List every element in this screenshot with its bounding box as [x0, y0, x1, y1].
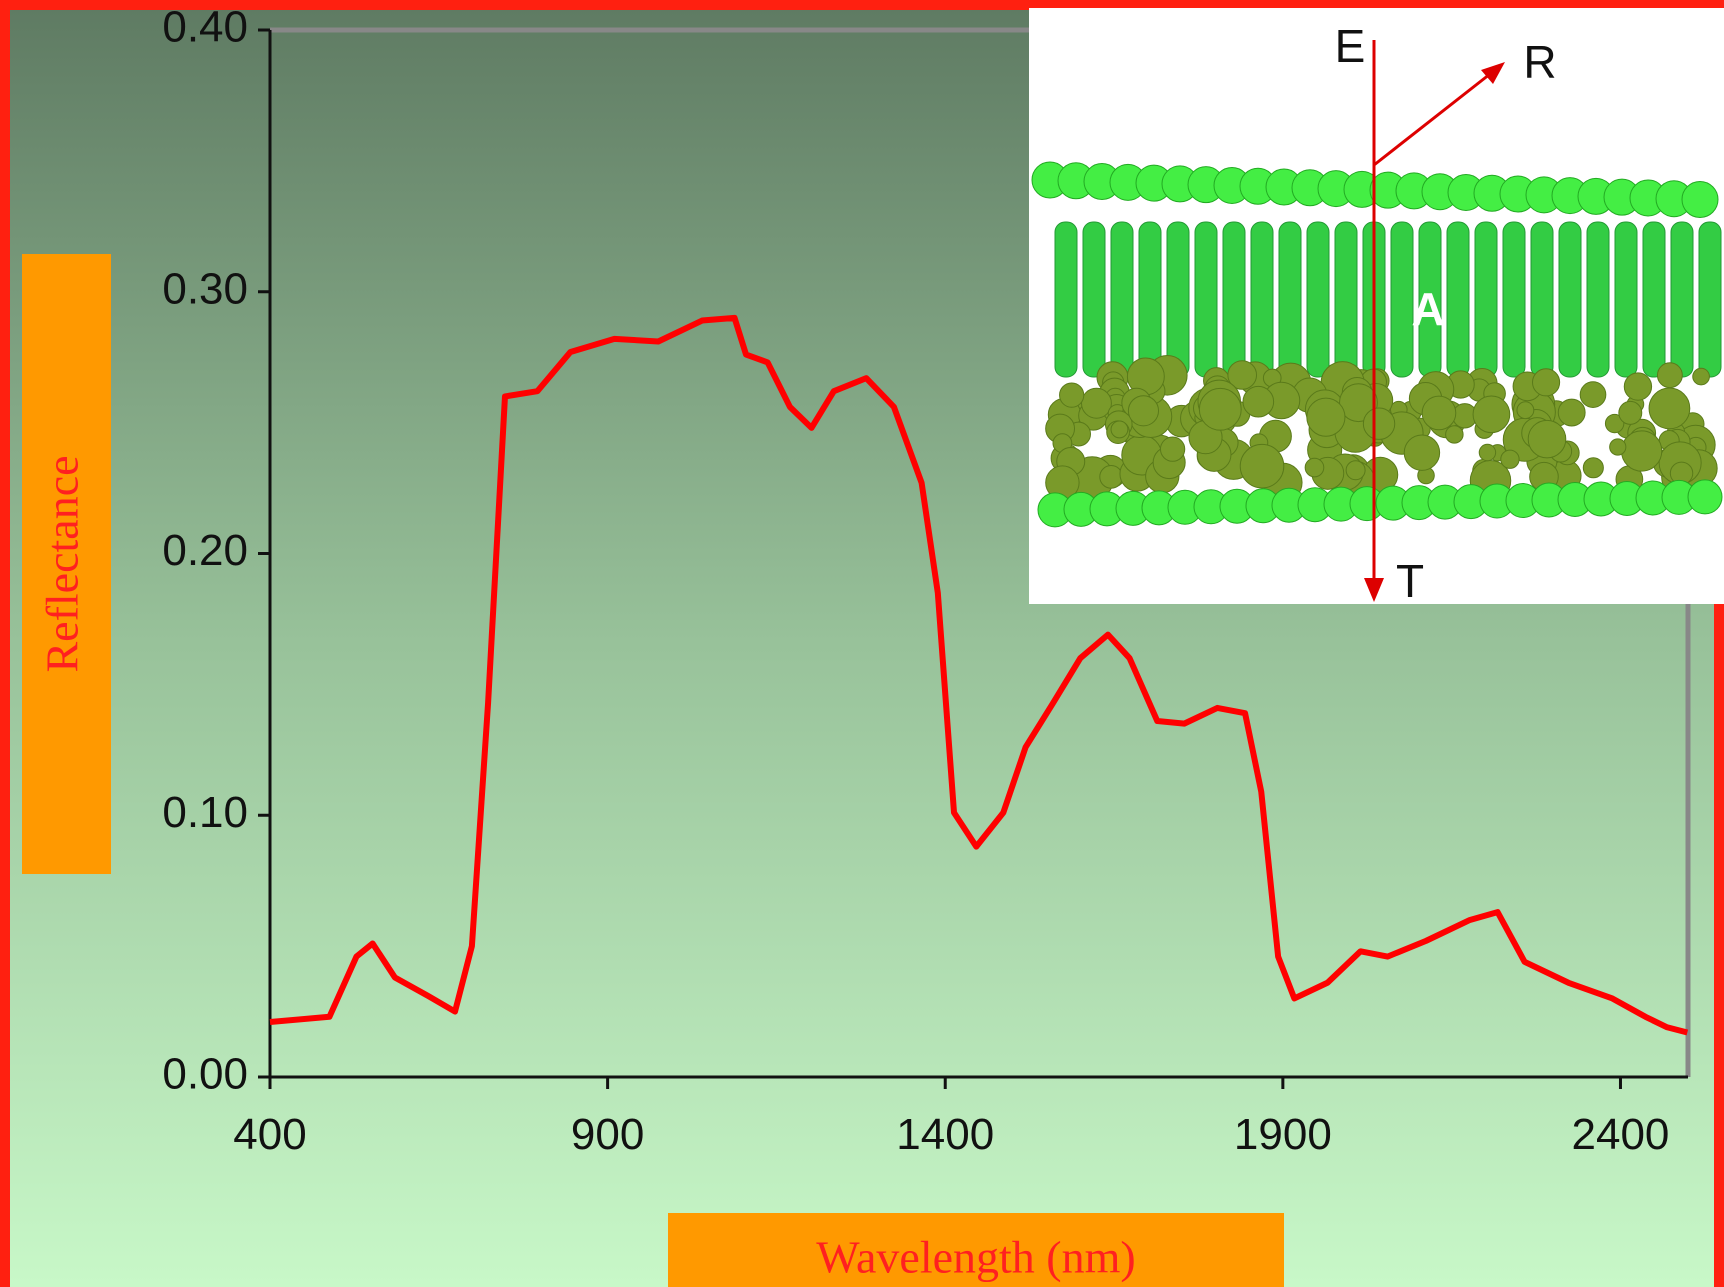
spongy-cell	[1346, 461, 1365, 480]
spongy-cell	[1693, 368, 1710, 385]
palisade-cell	[1083, 222, 1105, 377]
spongy-cell	[1517, 402, 1534, 419]
palisade-cell	[1671, 222, 1693, 377]
spongy-cell	[1473, 396, 1510, 433]
diagram-label: E	[1335, 20, 1366, 72]
spongy-cell	[1363, 408, 1394, 439]
spongy-cell	[1558, 399, 1585, 426]
spongy-cell	[1100, 466, 1123, 489]
spongy-cell	[1610, 439, 1626, 455]
spongy-cell	[1619, 401, 1642, 424]
palisade-cell	[1055, 222, 1077, 377]
y-tick-label: 0.10	[162, 788, 248, 837]
spongy-cell	[1060, 383, 1084, 407]
x-tick-label: 900	[571, 1110, 644, 1159]
palisade-cell	[1139, 222, 1161, 377]
palisade-cell	[1559, 222, 1581, 377]
spongy-cell	[1128, 396, 1158, 426]
cell	[1682, 182, 1718, 218]
palisade-cell	[1699, 222, 1721, 377]
spongy-cell	[1240, 444, 1284, 488]
x-tick-label: 1400	[896, 1110, 994, 1159]
spongy-cell	[1446, 426, 1463, 443]
diagram-label: A	[1411, 283, 1444, 335]
cell	[1688, 480, 1722, 514]
spongy-cell	[1580, 382, 1606, 408]
palisade-cell	[1111, 222, 1133, 377]
palisade-cell	[1335, 222, 1357, 377]
palisade-cell	[1195, 222, 1217, 377]
diagram-label: R	[1523, 36, 1556, 88]
palisade-cell	[1447, 222, 1469, 377]
spongy-cell	[1305, 458, 1324, 477]
spongy-cell	[1160, 437, 1184, 461]
leaf-diagram: E R T A	[1029, 8, 1724, 607]
spongy-cell	[1479, 444, 1495, 460]
spongy-cell	[1621, 431, 1661, 471]
spongy-cell	[1583, 458, 1603, 478]
page: Reflectance Wavelength (nm) 0.00 0.10 0.20…	[0, 0, 1724, 1287]
spongy-cell	[1307, 398, 1345, 436]
palisade-cell	[1167, 222, 1189, 377]
y-tick-label: 0.30	[162, 264, 248, 313]
x-tick-label: 400	[233, 1110, 306, 1159]
palisade-cell	[1615, 222, 1637, 377]
spongy-cell	[1081, 388, 1111, 418]
palisade-cell	[1475, 222, 1497, 377]
spongy-cell	[1501, 450, 1519, 468]
spongy-cell	[1404, 435, 1439, 470]
x-tick-label: 2400	[1572, 1110, 1670, 1159]
palisade-cell	[1251, 222, 1273, 377]
spongy-cell	[1243, 386, 1274, 417]
diagram-label: T	[1396, 555, 1424, 607]
palisade-cell	[1643, 222, 1665, 377]
palisade-cell	[1391, 222, 1413, 377]
chart: Reflectance Wavelength (nm) 0.00 0.10 0.20…	[0, 0, 1724, 1287]
y-tick-label: 0.40	[162, 3, 248, 52]
palisade-cell	[1307, 222, 1329, 377]
palisade-cell	[1587, 222, 1609, 377]
palisade-cell	[1503, 222, 1525, 377]
spongy-cell	[1111, 421, 1128, 438]
palisade-cell	[1279, 222, 1301, 377]
spongy-cell	[1657, 363, 1682, 388]
spongy-cell	[1422, 396, 1456, 430]
spongy-cell	[1624, 373, 1651, 400]
y-tick-label: 0.00	[162, 1050, 248, 1099]
x-tick-label: 1900	[1234, 1110, 1332, 1159]
y-axis-label: Reflectance	[37, 455, 88, 672]
palisade-cell	[1223, 222, 1245, 377]
spongy-cell	[1532, 369, 1559, 396]
x-axis-label: Wavelength (nm)	[816, 1232, 1135, 1283]
y-tick-label: 0.20	[162, 526, 248, 575]
palisade-cell	[1531, 222, 1553, 377]
spongy-cell	[1649, 388, 1690, 429]
spongy-cell	[1528, 420, 1566, 458]
spongy-cell	[1199, 388, 1241, 430]
